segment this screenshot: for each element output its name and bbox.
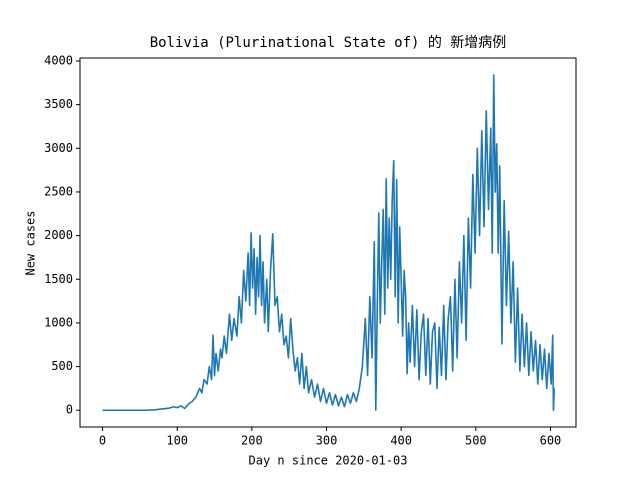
plot-frame: [79, 57, 577, 428]
y-tick-label: 3500: [44, 97, 73, 111]
y-tick-label: 2500: [44, 184, 73, 198]
x-tick-label: 400: [390, 434, 412, 448]
x-tick-label: 500: [465, 434, 487, 448]
x-tick-label: 300: [316, 434, 338, 448]
y-tick-label: 1000: [44, 315, 73, 329]
y-tick-label: 1500: [44, 272, 73, 286]
x-axis-label: Day n since 2020-01-03: [249, 454, 408, 468]
data-line: [102, 74, 555, 412]
y-tick-label: 0: [66, 403, 73, 417]
y-tick-label: 3000: [44, 141, 73, 155]
x-tick-label: 0: [99, 434, 106, 448]
y-tick-label: 500: [51, 359, 73, 373]
y-tick-label: 2000: [44, 228, 73, 242]
chart-title: Bolivia (Plurinational State of) 的 新增病例: [150, 35, 507, 51]
x-tick-label: 200: [241, 434, 263, 448]
y-tick-label: 4000: [44, 53, 73, 67]
x-tick-label: 600: [540, 434, 562, 448]
y-axis-label: New cases: [24, 210, 38, 275]
x-tick-label: 100: [166, 434, 188, 448]
